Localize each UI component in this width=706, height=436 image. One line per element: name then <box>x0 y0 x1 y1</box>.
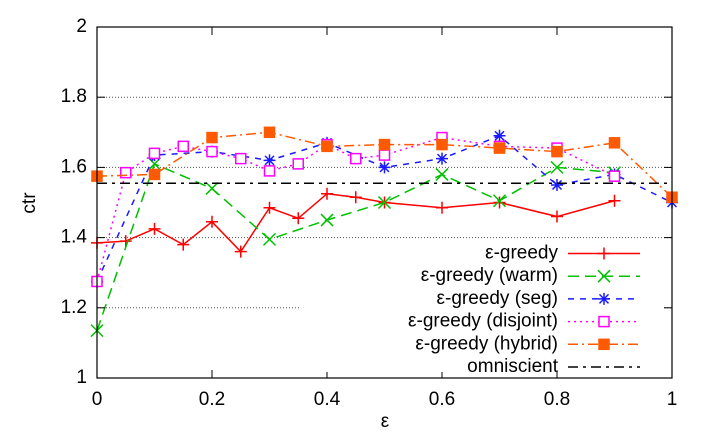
data-point <box>148 222 161 235</box>
data-point <box>148 168 161 181</box>
data-point <box>262 232 277 246</box>
marker <box>598 292 610 305</box>
series-layer <box>90 126 678 338</box>
marker <box>598 247 610 260</box>
x-tick-label: 0.2 <box>199 389 225 410</box>
plot-border <box>96 26 673 379</box>
data-point <box>321 187 333 200</box>
series-line <box>96 162 615 331</box>
data-point <box>205 181 219 195</box>
data-point <box>493 142 506 154</box>
legend-label: ε-greedy (seg) <box>437 288 558 309</box>
y-tick-label: 1.4 <box>61 227 88 248</box>
legend-label: ε-greedy (disjoint) <box>408 311 558 332</box>
y-tick-label: 1.2 <box>61 297 87 318</box>
data-point <box>493 129 506 142</box>
data-point <box>551 210 563 223</box>
y-tick-label: 1.6 <box>61 156 87 177</box>
y-tick-label: 1.8 <box>61 86 87 107</box>
data-point <box>551 178 563 191</box>
data-point <box>436 138 448 151</box>
x-tick-label: 0 <box>92 389 103 410</box>
y-tick-label: 1 <box>76 367 87 388</box>
data-point <box>120 166 132 179</box>
data-point <box>608 170 621 182</box>
data-point <box>492 194 507 208</box>
marker <box>597 269 611 283</box>
legend-label: ε-greedy (warm) <box>421 265 558 286</box>
data-point <box>263 165 276 177</box>
data-point <box>350 152 362 165</box>
marker <box>598 315 610 328</box>
plot-area <box>90 96 678 338</box>
x-tick-label: 1 <box>667 389 678 410</box>
y-tick-label: 2 <box>76 16 87 37</box>
x-tick-label: 0.4 <box>314 389 341 410</box>
legend-label: ε-greedy <box>485 243 558 264</box>
series <box>91 126 678 203</box>
data-point <box>435 167 449 181</box>
data-point <box>493 196 506 209</box>
data-point <box>551 145 563 158</box>
data-point <box>206 145 218 158</box>
x-axis-label: ε <box>381 411 390 432</box>
legend-label: ε-greedy (hybrid) <box>415 333 558 354</box>
series-line <box>96 136 615 282</box>
data-point <box>436 152 448 165</box>
data-point <box>349 191 362 204</box>
data-point <box>235 152 247 165</box>
legend-label: omniscient <box>467 356 559 377</box>
data-point <box>263 154 276 167</box>
x-tick-label: 0.6 <box>429 389 455 410</box>
data-point <box>608 194 621 207</box>
data-point <box>608 137 621 149</box>
marker <box>598 338 610 351</box>
data-point <box>378 138 391 151</box>
data-point <box>292 158 304 170</box>
data-point <box>377 195 392 210</box>
data-point <box>234 245 247 258</box>
data-point <box>177 140 189 153</box>
data-point <box>177 238 190 251</box>
data-point <box>320 213 334 227</box>
data-point <box>550 160 564 174</box>
data-point <box>206 131 218 144</box>
data-point <box>292 212 305 225</box>
y-axis-label: ctr <box>19 192 40 214</box>
series <box>91 187 621 258</box>
data-point <box>321 140 333 153</box>
x-tick-label: 0.8 <box>544 389 570 410</box>
data-point <box>263 201 276 214</box>
data-point <box>148 147 161 160</box>
data-point <box>378 149 391 161</box>
data-point <box>206 215 218 228</box>
data-point <box>263 126 276 139</box>
data-point <box>436 201 448 214</box>
data-point <box>378 161 391 174</box>
